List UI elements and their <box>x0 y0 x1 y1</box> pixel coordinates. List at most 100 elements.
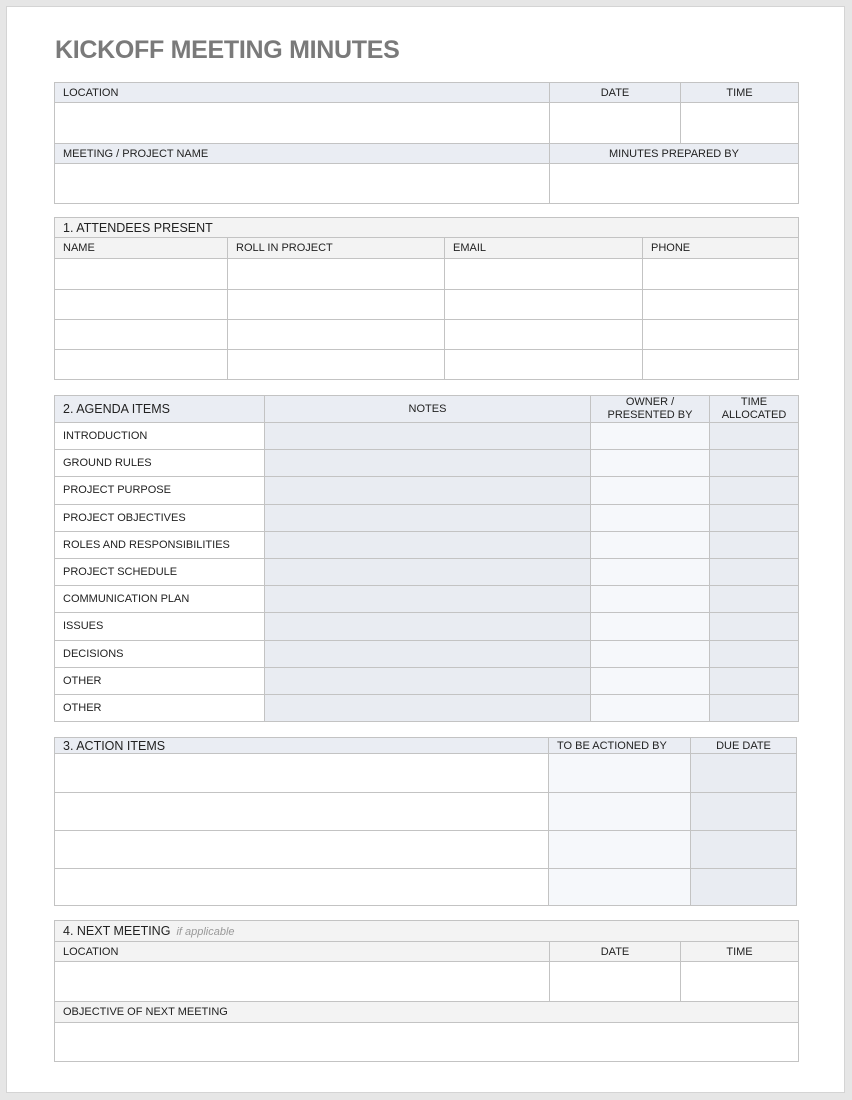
next-date-field[interactable] <box>549 961 681 1002</box>
agenda-row: OTHER <box>54 693 799 723</box>
notes-header: NOTES <box>264 395 591 423</box>
notes-cell[interactable] <box>264 693 591 723</box>
time-allocated-header: TIME ALLOCATED <box>709 395 799 423</box>
name-cell[interactable] <box>54 258 228 290</box>
notes-cell[interactable] <box>264 503 591 532</box>
phone-cell[interactable] <box>642 349 799 380</box>
name-cell[interactable] <box>54 289 228 320</box>
time-allocated-cell[interactable] <box>709 612 799 641</box>
notes-cell[interactable] <box>264 530 591 559</box>
role-cell[interactable] <box>227 258 445 290</box>
agenda-row: COMMUNICATION PLAN <box>54 585 799 614</box>
column-header-phone: PHONE <box>642 237 799 259</box>
phone-cell[interactable] <box>642 289 799 320</box>
agenda-row: OTHER <box>54 666 799 695</box>
agenda-row: DECISIONS <box>54 639 799 668</box>
notes-cell[interactable] <box>264 585 591 614</box>
actioned-by-cell[interactable] <box>548 792 691 831</box>
owner-cell[interactable] <box>590 530 710 559</box>
email-cell[interactable] <box>444 349 643 380</box>
owner-cell[interactable] <box>590 503 710 532</box>
notes-cell[interactable] <box>264 557 591 587</box>
due-date-cell[interactable] <box>690 868 797 906</box>
email-cell[interactable] <box>444 289 643 320</box>
notes-cell[interactable] <box>264 612 591 641</box>
time-allocated-cell[interactable] <box>709 557 799 587</box>
role-cell[interactable] <box>227 349 445 380</box>
email-cell[interactable] <box>444 319 643 350</box>
agenda-item-label: PROJECT SCHEDULE <box>54 557 265 587</box>
due-date-cell[interactable] <box>690 753 797 793</box>
owner-cell[interactable] <box>590 693 710 723</box>
role-cell[interactable] <box>227 289 445 320</box>
prepared-by-field[interactable] <box>549 163 799 204</box>
agenda-section-title: 2. AGENDA ITEMS <box>54 395 265 423</box>
owner-cell[interactable] <box>590 666 710 695</box>
location-field[interactable] <box>54 102 550 144</box>
owner-cell[interactable] <box>590 612 710 641</box>
time-allocated-cell[interactable] <box>709 530 799 559</box>
owner-cell[interactable] <box>590 421 710 451</box>
agenda-item-label: PROJECT PURPOSE <box>54 476 265 505</box>
time-field[interactable] <box>680 102 799 144</box>
next-meeting-table: 4. NEXT MEETING if applicable LOCATION DA… <box>54 920 799 1062</box>
agenda-item-label: GROUND RULES <box>54 449 265 478</box>
date-field[interactable] <box>549 102 681 144</box>
attendee-row <box>54 258 799 290</box>
agenda-item-label: PROJECT OBJECTIVES <box>54 503 265 532</box>
due-date-cell[interactable] <box>690 792 797 831</box>
time-allocated-cell[interactable] <box>709 666 799 695</box>
notes-cell[interactable] <box>264 639 591 668</box>
action-cell[interactable] <box>54 792 549 831</box>
role-cell[interactable] <box>227 319 445 350</box>
actioned-by-cell[interactable] <box>548 753 691 793</box>
actioned-by-cell[interactable] <box>548 868 691 906</box>
action-cell[interactable] <box>54 868 549 906</box>
notes-cell[interactable] <box>264 666 591 695</box>
next-location-label: LOCATION <box>54 941 550 962</box>
next-location-field[interactable] <box>54 961 550 1002</box>
agenda-row: ROLES AND RESPONSIBILITIES <box>54 530 799 559</box>
actioned-by-cell[interactable] <box>548 830 691 869</box>
action-cell[interactable] <box>54 830 549 869</box>
agenda-row: INTRODUCTION <box>54 421 799 451</box>
time-allocated-cell[interactable] <box>709 476 799 505</box>
action-items-section-title: 3. ACTION ITEMS <box>54 737 549 754</box>
phone-cell[interactable] <box>642 258 799 290</box>
objective-label: OBJECTIVE OF NEXT MEETING <box>54 1001 799 1023</box>
agenda-item-label: DECISIONS <box>54 639 265 668</box>
owner-cell[interactable] <box>590 476 710 505</box>
next-time-field[interactable] <box>680 961 799 1002</box>
name-cell[interactable] <box>54 319 228 350</box>
owner-cell[interactable] <box>590 639 710 668</box>
agenda-item-label: OTHER <box>54 666 265 695</box>
project-name-field[interactable] <box>54 163 550 204</box>
time-allocated-cell[interactable] <box>709 421 799 451</box>
agenda-row: PROJECT PURPOSE <box>54 476 799 505</box>
time-allocated-cell[interactable] <box>709 449 799 478</box>
time-allocated-cell[interactable] <box>709 693 799 723</box>
owner-cell[interactable] <box>590 585 710 614</box>
notes-cell[interactable] <box>264 421 591 451</box>
due-date-cell[interactable] <box>690 830 797 869</box>
time-allocated-cell[interactable] <box>709 585 799 614</box>
notes-cell[interactable] <box>264 449 591 478</box>
prepared-by-label: MINUTES PREPARED BY <box>549 143 799 164</box>
notes-cell[interactable] <box>264 476 591 505</box>
phone-cell[interactable] <box>642 319 799 350</box>
agenda-row: ISSUES <box>54 612 799 641</box>
objective-field[interactable] <box>54 1022 799 1062</box>
owner-header: OWNER / PRESENTED BY <box>590 395 710 423</box>
name-cell[interactable] <box>54 349 228 380</box>
attendees-section-title: 1. ATTENDEES PRESENT <box>54 217 799 238</box>
column-header-name: NAME <box>54 237 228 259</box>
email-cell[interactable] <box>444 258 643 290</box>
agenda-item-label: INTRODUCTION <box>54 421 265 451</box>
agenda-item-label: ISSUES <box>54 612 265 641</box>
meeting-info-table: LOCATION DATE TIME MEETING / PROJECT NAM… <box>54 82 799 204</box>
time-allocated-cell[interactable] <box>709 503 799 532</box>
owner-cell[interactable] <box>590 557 710 587</box>
owner-cell[interactable] <box>590 449 710 478</box>
time-allocated-cell[interactable] <box>709 639 799 668</box>
action-cell[interactable] <box>54 753 549 793</box>
